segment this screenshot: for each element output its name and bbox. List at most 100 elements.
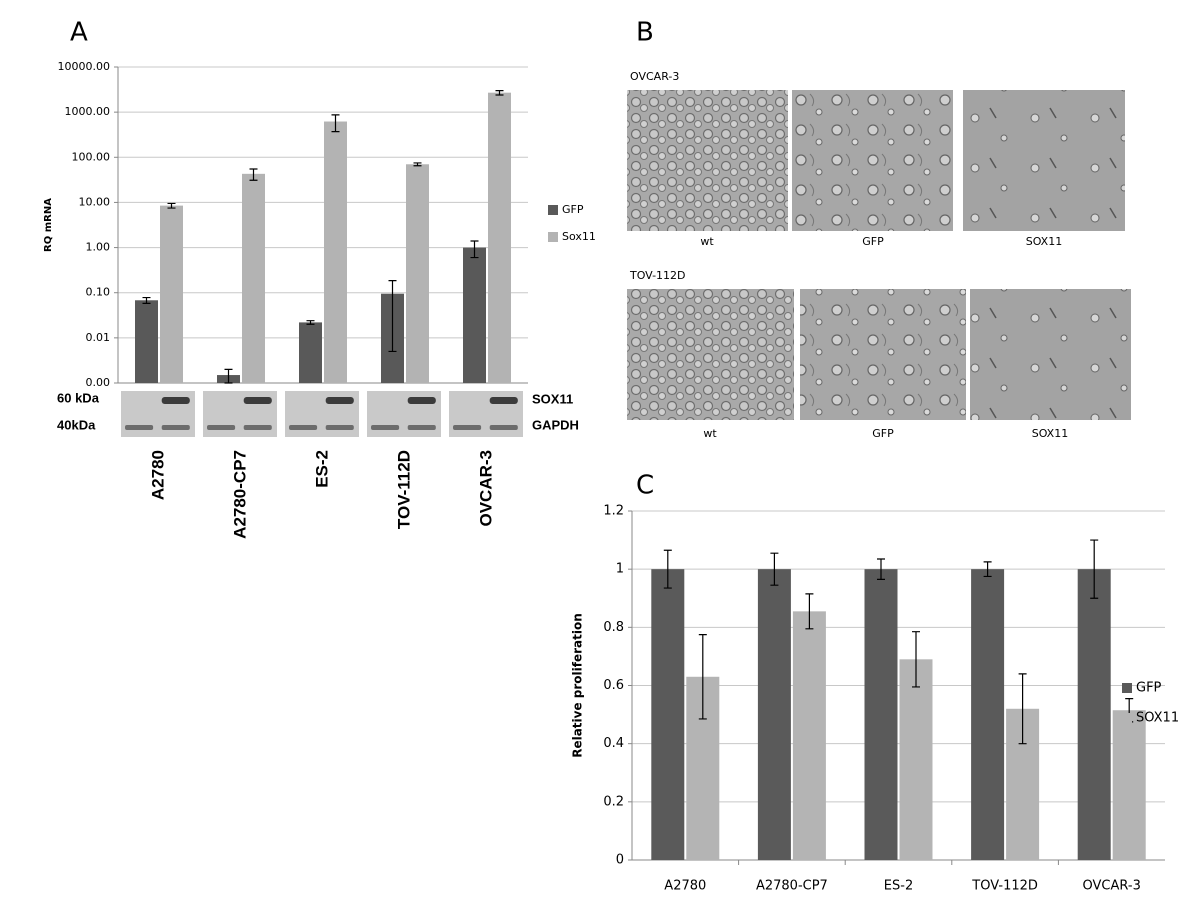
error-bar — [495, 90, 504, 96]
caption: GFP — [862, 235, 884, 248]
y-tick-label: 1.00 — [86, 241, 111, 254]
error-bar — [912, 631, 920, 688]
panel-label: C — [636, 471, 654, 501]
legend-label: Sox11 — [562, 230, 596, 243]
error-bar — [770, 552, 779, 586]
micrograph — [627, 289, 794, 420]
bar — [135, 300, 158, 383]
blot-size: 40kDa — [57, 417, 96, 432]
y-tick-label: 0.6 — [603, 678, 624, 693]
micrograph — [963, 90, 1125, 231]
error-bar — [413, 162, 422, 167]
bar — [864, 569, 898, 860]
blot-band — [489, 397, 518, 404]
bar — [651, 569, 685, 860]
legend-swatch — [1122, 683, 1132, 693]
bar — [899, 659, 933, 860]
blot-band — [243, 397, 272, 404]
row-label: OVCAR-3 — [630, 70, 679, 83]
blot-band — [453, 425, 482, 430]
blot-band — [407, 425, 436, 430]
y-axis-label: Relative proliferation — [571, 613, 585, 758]
legend-swatch — [548, 232, 558, 242]
blot-band — [407, 397, 436, 404]
legend-swatch — [548, 205, 558, 215]
micrograph — [627, 90, 788, 231]
error-bar — [663, 549, 672, 589]
micrograph — [970, 289, 1131, 420]
x-tick-label: TOV-112D — [971, 879, 1038, 894]
y-tick-label: 0 — [616, 853, 624, 868]
x-tick-label: A2780 — [664, 879, 706, 894]
x-tick-label: A2780 — [148, 450, 167, 500]
panel-label: A — [70, 18, 88, 48]
caption: wt — [700, 235, 714, 248]
y-tick-label: 0.2 — [603, 794, 624, 809]
blot-band — [489, 425, 518, 430]
bar — [1112, 710, 1146, 860]
error-bar — [142, 296, 151, 304]
blot-band — [161, 397, 190, 404]
legend-swatch — [1122, 713, 1132, 723]
bar — [792, 611, 826, 860]
blot-size: 60 kDa — [57, 390, 100, 405]
blot-band — [325, 397, 354, 404]
error-bar — [1018, 673, 1027, 745]
error-bar — [1090, 539, 1099, 599]
caption: wt — [703, 427, 717, 440]
x-tick-label: OVCAR-3 — [476, 450, 495, 527]
blot-band — [289, 425, 318, 430]
y-tick-label: 100.00 — [72, 150, 111, 163]
y-tick-label: 0.8 — [603, 620, 624, 635]
blot-band — [325, 425, 354, 430]
y-tick-label: 0.10 — [86, 286, 111, 299]
bar — [299, 322, 322, 383]
error-bar — [167, 202, 176, 209]
legend-label: GFP — [1136, 681, 1162, 696]
y-tick-label: 10.00 — [79, 195, 111, 208]
blot-band — [125, 425, 154, 430]
blot-band — [371, 425, 400, 430]
x-tick-label: A2780-CP7 — [756, 879, 828, 894]
bar — [324, 121, 347, 383]
error-bar — [805, 593, 814, 630]
blot-band — [161, 425, 190, 430]
blot-band — [243, 425, 272, 430]
y-tick-label: 1 — [616, 562, 624, 577]
error-bar — [698, 634, 707, 720]
error-bar — [306, 320, 315, 325]
bar — [406, 164, 429, 383]
y-axis-label: RQ mRNA — [43, 198, 54, 252]
y-tick-label: 1000.00 — [65, 105, 111, 118]
bar — [463, 247, 486, 383]
error-bar — [331, 114, 340, 133]
y-tick-label: 10000.00 — [58, 60, 111, 73]
error-bar — [388, 280, 397, 353]
legend-label: GFP — [562, 203, 584, 216]
y-tick-label: 0.00 — [86, 376, 111, 389]
micrograph — [800, 289, 966, 420]
error-bar — [470, 240, 479, 259]
error-bar — [224, 368, 233, 384]
x-tick-label: OVCAR-3 — [1083, 879, 1141, 894]
bar — [757, 569, 791, 860]
error-bar — [877, 558, 885, 580]
y-tick-label: 0.4 — [603, 736, 624, 751]
panel-label: B — [636, 18, 654, 48]
bar — [242, 173, 265, 383]
error-bar — [983, 561, 992, 578]
bar — [1077, 569, 1111, 860]
caption: SOX11 — [1032, 427, 1068, 440]
blot-band — [207, 425, 236, 430]
x-tick-label: A2780-CP7 — [230, 450, 249, 539]
bar — [488, 92, 511, 383]
row-label: TOV-112D — [629, 269, 686, 282]
blot-protein: GAPDH — [532, 417, 579, 432]
y-tick-label: 0.01 — [86, 331, 111, 344]
bar — [160, 205, 183, 383]
caption: SOX11 — [1026, 235, 1062, 248]
error-bar — [249, 168, 258, 181]
x-tick-label: ES-2 — [312, 450, 331, 488]
bar — [971, 569, 1005, 860]
legend-label: SOX11 — [1136, 711, 1179, 726]
